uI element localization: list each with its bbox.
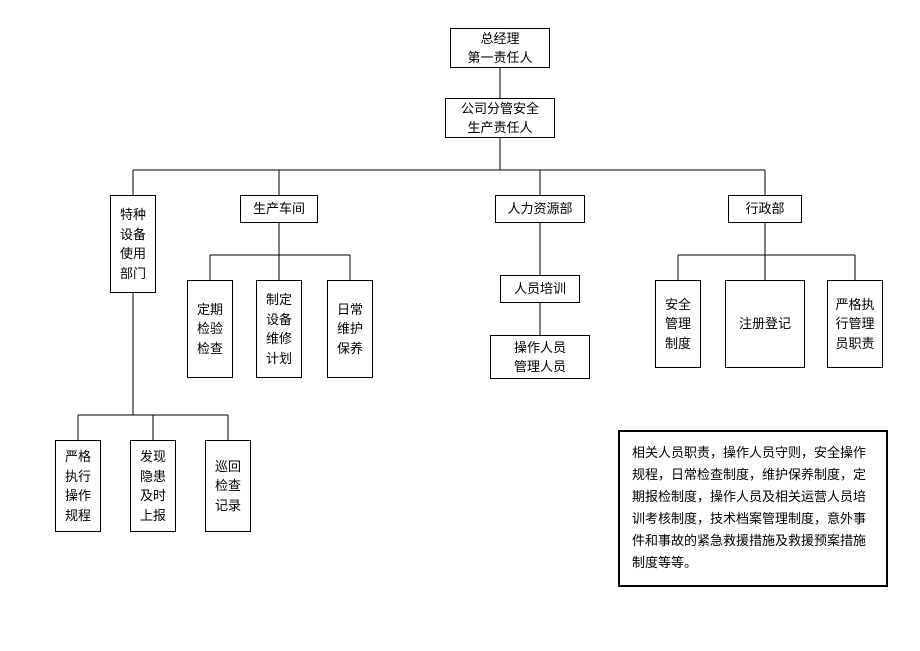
node-b3c1: 人员培训 (500, 275, 580, 303)
node-branch4-label: 行政部 (745, 199, 784, 219)
node-branch1-l4: 部门 (120, 264, 146, 284)
node-branch3: 人力资源部 (495, 195, 585, 223)
node-branch2-label: 生产车间 (253, 199, 305, 219)
node-b4c1: 安全 管理 制度 (655, 280, 701, 368)
node-branch1-l3: 使用 (120, 244, 146, 264)
node-root: 总经理 第一责任人 (450, 28, 550, 68)
node-b2c2: 制定 设备 维修 计划 (256, 280, 302, 378)
node-branch1-l1: 特种 (120, 205, 146, 225)
node-level2: 公司分管安全 生产责任人 (445, 98, 555, 138)
node-b1c2: 发现 隐患 及时 上报 (130, 440, 176, 532)
node-b4c3: 严格执 行管理 员职责 (827, 280, 883, 368)
node-b2c1: 定期 检验 检查 (187, 280, 233, 378)
node-branch2: 生产车间 (240, 195, 318, 223)
node-b3c2: 操作人员 管理人员 (490, 335, 590, 379)
node-branch1-l2: 设备 (120, 225, 146, 245)
node-b1c3: 巡回 检查 记录 (205, 440, 251, 532)
node-b4c2: 注册登记 (725, 280, 805, 368)
node-b2c3: 日常 维护 保养 (327, 280, 373, 378)
notes-textbox: 相关人员职责，操作人员守则，安全操作规程，日常检查制度，维护保养制度，定期报检制… (618, 430, 888, 587)
node-level2-l2: 生产责任人 (461, 118, 539, 138)
notes-content: 相关人员职责，操作人员守则，安全操作规程，日常检查制度，维护保养制度，定期报检制… (632, 445, 866, 570)
node-level2-l1: 公司分管安全 (461, 99, 539, 119)
node-branch1: 特种 设备 使用 部门 (110, 195, 156, 293)
node-b1c1: 严格 执行 操作 规程 (55, 440, 101, 532)
node-root-l2: 第一责任人 (467, 48, 532, 68)
node-branch3-label: 人力资源部 (507, 199, 572, 219)
node-branch4: 行政部 (728, 195, 802, 223)
node-root-l1: 总经理 (467, 29, 532, 49)
